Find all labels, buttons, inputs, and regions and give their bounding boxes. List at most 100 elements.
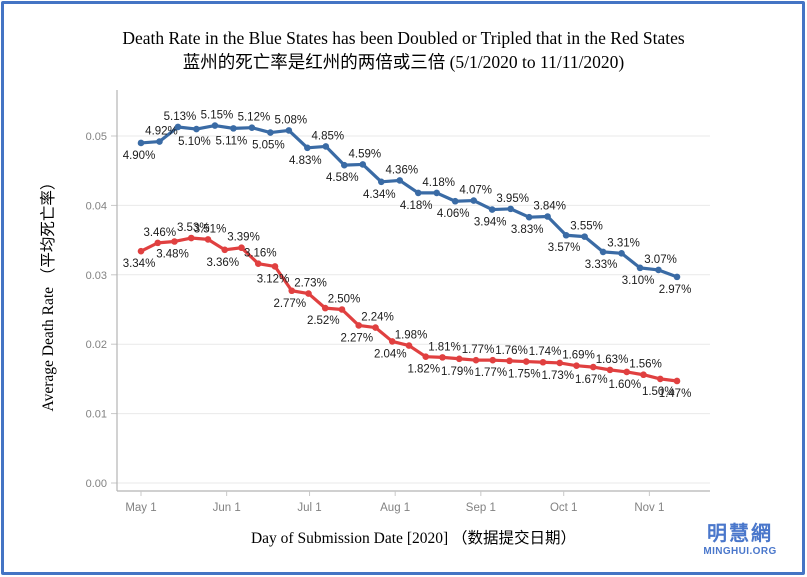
data-point-marker [556,359,564,367]
data-point-label: 5.11% [216,135,248,147]
data-point-marker [221,246,229,254]
data-point-marker [606,366,614,374]
y-tick-label: 0.03 [86,270,107,282]
data-point-label: 4.85% [312,130,345,142]
data-point-label: 1.69% [562,350,595,362]
data-point-marker [655,266,662,274]
data-point-label: 4.83% [289,155,322,167]
data-point-marker [304,144,311,152]
data-point-marker [562,231,570,239]
data-point-marker [171,238,178,245]
watermark-site: MINGHUI.ORG [703,546,777,557]
data-point-marker [488,206,496,213]
data-point-label: 1.75% [508,369,541,381]
x-tick-label: Jul 1 [297,502,321,514]
data-point-marker [422,353,430,360]
data-point-marker [193,125,200,133]
data-point-label: 5.08% [275,114,308,126]
data-point-label: 3.95% [496,193,529,205]
chart-title: Death Rate in the Blue States has been D… [0,26,807,74]
data-point-label: 3.31% [607,237,640,249]
data-point-label: 2.52% [307,315,340,327]
data-point-label: 3.48% [156,248,189,260]
data-point-marker [507,205,514,213]
data-point-marker [414,189,422,197]
data-point-label: 4.92% [145,126,178,138]
data-point-label: 4.18% [400,200,433,212]
data-point-label: 4.18% [422,177,455,189]
data-point-marker [305,290,312,297]
data-point-label: 5.13% [164,111,197,123]
data-point-marker [288,287,296,295]
data-point-marker [355,322,363,329]
y-tick-label: 0.01 [86,409,107,421]
data-point-label: 1.81% [428,341,461,353]
data-point-marker [137,247,145,255]
data-point-marker [396,177,404,184]
data-point-marker [137,139,145,147]
data-point-label: 1.79% [441,366,474,378]
data-point-label: 3.33% [585,259,618,271]
data-point-marker [174,123,182,131]
x-axis-title: Day of Submission Date [2020] （数据提交日期） [250,530,577,547]
data-point-marker [489,356,497,364]
data-point-label: 2.97% [659,284,692,296]
data-point-label: 2.73% [294,278,327,290]
data-point-label: 5.15% [201,110,234,122]
data-point-marker [589,363,597,371]
data-point-label: 3.94% [474,217,507,229]
data-point-label: 3.46% [143,227,176,239]
data-point-label: 3.84% [533,201,566,213]
data-point-label: 3.39% [227,232,260,244]
data-point-marker [271,263,279,270]
data-point-marker [599,248,607,256]
data-point-label: 1.50% [642,386,675,398]
chart-title-line2: 蓝州的死亡率是红州的两倍或三倍 (5/1/2020 to 11/11/2020) [182,52,625,72]
data-point-label: 3.36% [206,257,239,269]
data-point-label: 3.07% [644,254,677,266]
data-point-label: 2.50% [328,294,361,306]
data-point-marker [470,197,477,204]
data-point-marker [618,249,625,257]
chart-title-line1: Death Rate in the Blue States has been D… [122,28,685,48]
data-point-label: 1.47% [659,388,692,400]
data-point-label: 1.77% [474,367,507,379]
data-point-marker [359,161,367,168]
data-point-marker [455,355,463,363]
data-point-marker [254,260,262,267]
data-point-marker [322,143,330,150]
data-point-label: 3.53% [177,222,210,234]
data-point-marker [388,338,396,345]
data-point-label: 4.06% [437,208,470,220]
data-point-label: 1.76% [495,345,528,357]
data-point-marker [204,236,212,243]
x-tick-label: May 1 [125,502,156,514]
data-point-label: 3.12% [257,273,290,285]
data-point-marker [506,357,513,365]
data-point-marker [248,124,256,131]
data-point-label: 1.67% [575,374,608,386]
data-point-marker [321,304,329,312]
data-point-label: 2.04% [374,348,407,360]
data-point-marker [439,354,446,361]
data-point-label: 4.07% [459,185,492,197]
data-point-label: 4.34% [363,189,396,201]
data-point-marker [211,122,219,129]
x-tick-label: Jun 1 [213,502,241,514]
data-point-marker [156,138,163,145]
data-point-label: 1.98% [395,330,428,342]
data-point-label: 1.73% [541,370,574,382]
data-point-label: 5.10% [178,136,211,148]
data-point-label: 3.10% [622,275,655,287]
data-point-marker [636,264,644,272]
data-point-label: 1.74% [529,346,562,358]
data-point-marker [341,161,348,169]
data-point-marker [656,375,664,383]
data-point-marker [372,324,379,331]
watermark-name: 明慧網 [707,523,773,545]
y-axis-title: Average Death Rate （平均死亡率） [40,174,57,412]
data-point-label: 3.51% [194,223,227,235]
data-point-marker [154,239,162,247]
